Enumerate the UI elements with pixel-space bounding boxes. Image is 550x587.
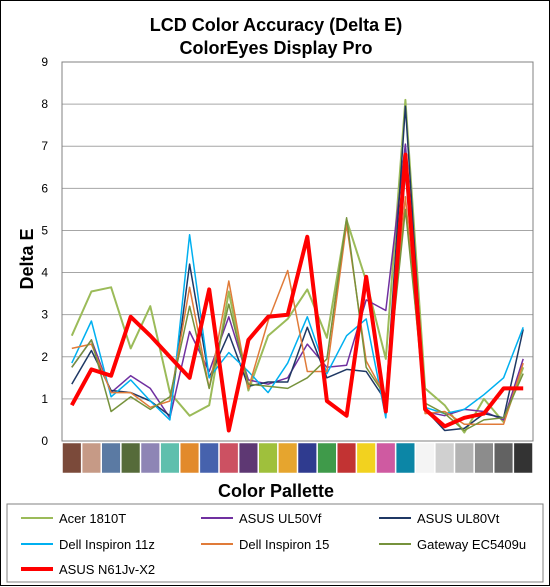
palette-swatch <box>101 442 121 474</box>
palette-swatch <box>258 442 278 474</box>
series-line-6 <box>70 152 524 433</box>
palette-swatch <box>160 442 180 474</box>
legend-label: Dell Inspiron 15 <box>239 537 329 552</box>
y-tick-label: 4 <box>41 266 48 280</box>
series-line-2 <box>71 105 524 432</box>
palette-swatch <box>121 442 141 474</box>
y-axis-ticks: 0 1 2 3 4 5 6 7 8 9 <box>41 55 48 448</box>
palette-swatch <box>180 442 200 474</box>
y-tick-label: 7 <box>41 139 48 153</box>
palette-swatch <box>62 442 82 474</box>
palette-swatch <box>278 442 298 474</box>
palette-swatch <box>219 442 239 474</box>
series-line-4 <box>71 196 524 425</box>
series-line-1 <box>71 143 524 421</box>
palette-swatch <box>435 442 455 474</box>
palette-swatch <box>356 442 376 474</box>
palette-swatch <box>297 442 317 474</box>
legend-label: ASUS N61Jv-X2 <box>59 562 155 577</box>
y-tick-label: 6 <box>41 181 48 195</box>
legend-label: ASUS UL80Vt <box>417 511 500 526</box>
legend: Acer 1810T ASUS UL50Vf ASUS UL80Vt Dell Ins… <box>21 511 526 577</box>
legend-box <box>6 503 544 583</box>
palette-swatch <box>474 442 494 474</box>
palette-swatch <box>494 442 514 474</box>
chart-subtitle: ColorEyes Display Pro <box>179 38 372 58</box>
gridlines <box>62 61 533 442</box>
y-axis-title: Delta E <box>17 228 37 289</box>
y-tick-label: 2 <box>41 350 48 364</box>
palette-swatch <box>376 442 396 474</box>
y-tick-label: 1 <box>41 392 48 406</box>
palette-swatch <box>81 442 101 474</box>
legend-label: Acer 1810T <box>59 511 126 526</box>
y-tick-label: 3 <box>41 308 48 322</box>
plot-area <box>61 61 534 442</box>
series-line-0 <box>70 98 525 434</box>
palette-swatch <box>395 442 415 474</box>
series-line-5 <box>71 208 524 432</box>
y-tick-label: 8 <box>41 97 48 111</box>
palette-swatch <box>337 442 357 474</box>
legend-label: Gateway EC5409u <box>417 537 526 552</box>
y-tick-label: 5 <box>41 223 48 237</box>
y-tick-label: 9 <box>41 55 48 69</box>
palette-swatch <box>317 442 337 474</box>
chart-title: LCD Color Accuracy (Delta E) <box>150 15 402 35</box>
legend-label: Dell Inspiron 11z <box>59 537 155 552</box>
palette-swatch <box>199 442 219 474</box>
palette-swatch <box>415 442 435 474</box>
palette-swatch <box>140 442 160 474</box>
palette-swatch <box>513 442 533 474</box>
palette-swatch <box>454 442 474 474</box>
legend-label: ASUS UL50Vf <box>239 511 322 526</box>
series-lines <box>70 98 525 434</box>
x-axis-title: Color Pallette <box>218 481 334 501</box>
palette-swatch <box>238 442 258 474</box>
color-palette-swatches <box>62 442 533 474</box>
y-tick-label: 0 <box>41 434 48 448</box>
